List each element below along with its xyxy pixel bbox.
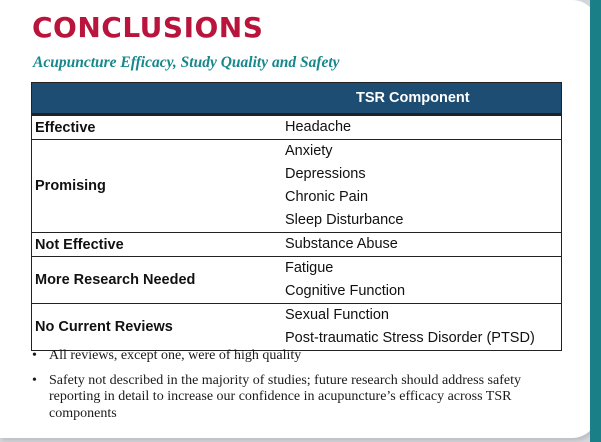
page-title: CONCLUSIONS: [32, 11, 264, 44]
component-item: Fatigue: [285, 260, 334, 276]
row-category: Not Effective: [35, 236, 124, 253]
notes-list: • All reviews, except one, were of high …: [31, 348, 551, 430]
note-text: Safety not described in the majority of …: [49, 372, 521, 421]
note-text: All reviews, except one, were of high qu…: [49, 348, 302, 363]
table-header: TSR Component: [32, 83, 561, 115]
component-item: Anxiety: [285, 143, 333, 159]
component-item: Headache: [285, 119, 352, 135]
component-item: Sexual Function: [285, 307, 389, 323]
results-table: TSR Component Effective Headache Promisi…: [31, 82, 562, 351]
row-category: Effective: [35, 119, 96, 136]
component-item: Substance Abuse: [285, 236, 398, 252]
table-row: Effective Headache: [32, 115, 561, 139]
row-category: Promising: [35, 178, 106, 194]
component-item: Sleep Disturbance: [285, 212, 404, 228]
page-subtitle: Acupuncture Efficacy, Study Quality and …: [33, 54, 340, 71]
side-accent-bar: [590, 0, 601, 442]
table-row: More Research Needed Fatigue Cognitive F…: [32, 256, 561, 303]
table-row: Not Effective Substance Abuse: [32, 232, 561, 256]
row-category: More Research Needed: [35, 272, 196, 288]
row-components: Substance Abuse: [285, 233, 561, 256]
list-item: • Safety not described in the majority o…: [31, 373, 551, 423]
row-category: No Current Reviews: [35, 319, 173, 335]
component-item: Depressions: [285, 166, 366, 182]
table-header-label: TSR Component: [356, 90, 470, 106]
row-components: Anxiety Depressions Chronic Pain Sleep D…: [285, 140, 561, 232]
table-row: No Current Reviews Sexual Function Post-…: [32, 303, 561, 350]
bullet-icon: •: [32, 372, 37, 388]
component-item: Post-traumatic Stress Disorder (PTSD): [285, 330, 535, 346]
component-item: Cognitive Function: [285, 283, 406, 299]
component-item: Chronic Pain: [285, 189, 369, 205]
table-row: Promising Anxiety Depressions Chronic Pa…: [32, 139, 561, 232]
bullet-icon: •: [32, 348, 37, 363]
row-components: Headache: [285, 116, 561, 139]
list-item: • All reviews, except one, were of high …: [31, 348, 551, 365]
row-components: Fatigue Cognitive Function: [285, 257, 561, 303]
row-components: Sexual Function Post-traumatic Stress Di…: [285, 304, 561, 350]
